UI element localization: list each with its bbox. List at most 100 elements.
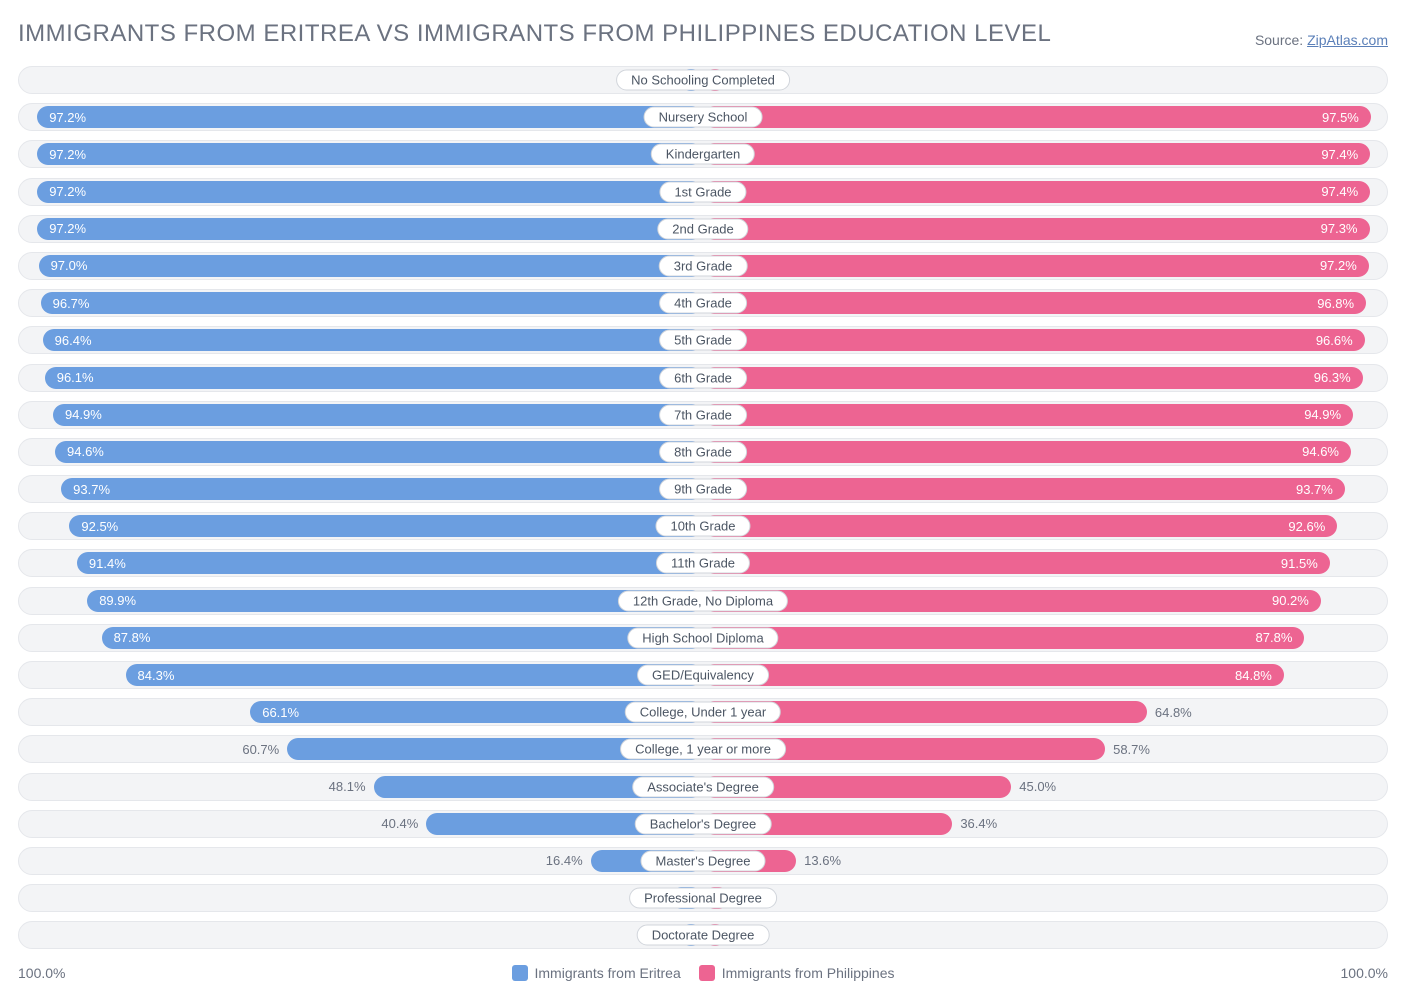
bar-right: 93.7% (703, 478, 1345, 500)
legend-label-left: Immigrants from Eritrea (535, 965, 681, 981)
axis-max-left: 100.0% (18, 965, 65, 981)
row-left-half: 93.7% (18, 475, 703, 503)
bar-left: 94.9% (53, 404, 703, 426)
row-right-half: 96.8% (703, 289, 1388, 317)
bar-left: 97.2% (37, 181, 703, 203)
chart-row: 96.7%96.8%4th Grade (18, 289, 1388, 317)
bar-left: 91.4% (77, 552, 703, 574)
row-right-half: 58.7% (703, 735, 1388, 763)
row-left-half: 94.9% (18, 401, 703, 429)
pct-label-right: 45.0% (1019, 773, 1056, 801)
bar-right: 97.3% (703, 218, 1370, 240)
bar-left: 97.2% (37, 143, 703, 165)
category-label: 4th Grade (659, 293, 747, 314)
source-link[interactable]: ZipAtlas.com (1307, 32, 1388, 48)
chart-row: 92.5%92.6%10th Grade (18, 512, 1388, 540)
category-label: Professional Degree (629, 888, 777, 909)
legend-swatch-right (699, 965, 715, 981)
chart-row: 97.2%97.3%2nd Grade (18, 215, 1388, 243)
category-label: 8th Grade (659, 441, 747, 462)
row-left-half: 97.0% (18, 252, 703, 280)
pct-label-left: 16.4% (546, 847, 583, 875)
row-left-half: 2.8% (18, 66, 703, 94)
row-left-half: 96.1% (18, 364, 703, 392)
row-right-half: 1.6% (703, 921, 1388, 949)
category-label: 5th Grade (659, 330, 747, 351)
row-left-half: 66.1% (18, 698, 703, 726)
row-left-half: 84.3% (18, 661, 703, 689)
row-left-half: 89.9% (18, 587, 703, 615)
row-right-half: 97.5% (703, 103, 1388, 131)
category-label: Master's Degree (641, 850, 766, 871)
bar-left: 97.2% (37, 106, 703, 128)
bar-right: 96.6% (703, 329, 1365, 351)
row-left-half: 16.4% (18, 847, 703, 875)
pct-label-right: 64.8% (1155, 698, 1192, 726)
bar-left: 84.3% (126, 664, 703, 686)
row-right-half: 94.9% (703, 401, 1388, 429)
chart-row: 94.9%94.9%7th Grade (18, 401, 1388, 429)
diverging-bar-chart: 2.8%2.6%No Schooling Completed97.2%97.5%… (18, 66, 1388, 949)
chart-row: 16.4% 13.6% Master's Degree (18, 847, 1388, 875)
chart-title: IMMIGRANTS FROM ERITREA VS IMMIGRANTS FR… (18, 20, 1051, 48)
bar-left: 96.4% (43, 329, 703, 351)
row-left-half: 92.5% (18, 512, 703, 540)
row-left-half: 60.7% (18, 735, 703, 763)
bar-left: 92.5% (69, 515, 703, 537)
bar-right: 94.9% (703, 404, 1353, 426)
chart-row: 40.4%36.4%Bachelor's Degree (18, 810, 1388, 838)
category-label: Kindergarten (651, 144, 755, 165)
row-right-half: 64.8% (703, 698, 1388, 726)
category-label: 2nd Grade (657, 218, 748, 239)
bar-left: 97.2% (37, 218, 703, 240)
legend-swatch-left (512, 965, 528, 981)
category-label: College, 1 year or more (620, 739, 786, 760)
chart-row: 96.1%96.3%6th Grade (18, 364, 1388, 392)
row-right-half: 3.9% (703, 884, 1388, 912)
pct-label-right: 13.6% (804, 847, 841, 875)
chart-row: 2.1%1.6%Doctorate Degree (18, 921, 1388, 949)
chart-row: 66.1%64.8%College, Under 1 year (18, 698, 1388, 726)
chart-footer: 100.0% Immigrants from Eritrea Immigrant… (18, 959, 1388, 987)
category-label: 6th Grade (659, 367, 747, 388)
row-left-half: 96.7% (18, 289, 703, 317)
row-right-half: 96.3% (703, 364, 1388, 392)
legend: Immigrants from Eritrea Immigrants from … (65, 965, 1340, 981)
chart-row: 60.7% 58.7%College, 1 year or more (18, 735, 1388, 763)
category-label: Bachelor's Degree (635, 813, 772, 834)
row-right-half: 97.3% (703, 215, 1388, 243)
chart-row: 91.4%91.5%11th Grade (18, 549, 1388, 577)
chart-row: 93.7%93.7%9th Grade (18, 475, 1388, 503)
row-left-half: 48.1% (18, 773, 703, 801)
category-label: 1st Grade (659, 181, 746, 202)
row-left-half: 96.4% (18, 326, 703, 354)
pct-label-left: 60.7% (242, 735, 279, 763)
row-left-half: 97.2% (18, 178, 703, 206)
row-right-half: 97.2% (703, 252, 1388, 280)
bar-right: 87.8% (703, 627, 1304, 649)
bar-right: 92.6% (703, 515, 1337, 537)
bar-right: 97.4% (703, 143, 1370, 165)
chart-row: 89.9%90.2%12th Grade, No Diploma (18, 587, 1388, 615)
chart-row: 97.2%97.4%1st Grade (18, 178, 1388, 206)
category-label: High School Diploma (627, 627, 778, 648)
row-left-half: 91.4% (18, 549, 703, 577)
category-label: 11th Grade (656, 553, 750, 574)
axis-max-right: 100.0% (1341, 965, 1388, 981)
category-label: Nursery School (644, 107, 763, 128)
row-right-half: 84.8% (703, 661, 1388, 689)
row-left-half: 87.8% (18, 624, 703, 652)
row-left-half: 2.1% (18, 921, 703, 949)
row-left-half: 40.4% (18, 810, 703, 838)
category-label: Associate's Degree (632, 776, 774, 797)
category-label: No Schooling Completed (616, 70, 790, 91)
chart-header: IMMIGRANTS FROM ERITREA VS IMMIGRANTS FR… (18, 20, 1388, 48)
source-prefix: Source: (1255, 32, 1307, 48)
chart-row: 97.2%97.4%Kindergarten (18, 140, 1388, 168)
chart-row: 97.0%97.2%3rd Grade (18, 252, 1388, 280)
bar-left: 89.9% (87, 590, 703, 612)
row-left-half: 97.2% (18, 103, 703, 131)
chart-row: 84.3%84.8%GED/Equivalency (18, 661, 1388, 689)
chart-source: Source: ZipAtlas.com (1255, 32, 1388, 48)
category-label: GED/Equivalency (637, 665, 769, 686)
